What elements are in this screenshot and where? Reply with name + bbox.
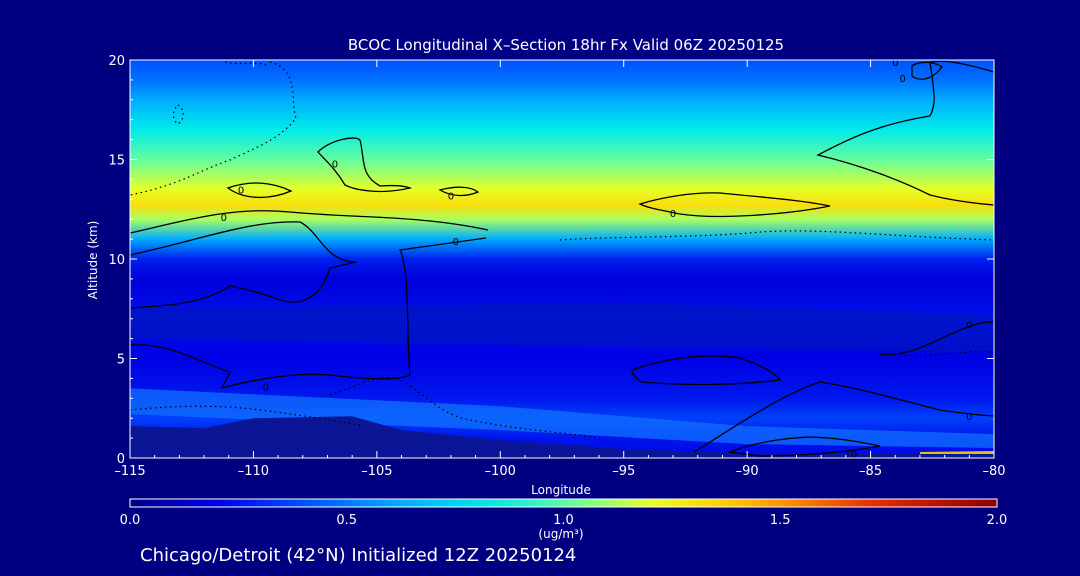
y-tick-label: 15 [108,154,125,169]
contour-label: 0 [448,191,454,202]
concentration-field [130,60,994,458]
x-axis: –115 –110 –105 –100 –95 –90 –85 –80 [114,60,1006,479]
contour-label: 0 [221,213,227,224]
colorbar-tick-label: 1.5 [770,513,791,528]
x-tick-label: –90 [736,464,759,479]
x-tick-label: –115 [114,464,145,479]
y-tick-label: 10 [108,253,125,268]
chart-title: BCOC Longitudinal X–Section 18hr Fx Vali… [348,36,784,54]
contour-label: 0 [238,185,244,196]
contour-label: 0 [263,382,269,393]
x-tick-label: –100 [485,464,516,479]
contour-label: 0 [966,412,972,423]
colorbar-tick-label: 2.0 [987,513,1008,528]
y-axis: 0 5 10 15 20 [108,54,994,467]
x-axis-label: Longitude [531,483,591,497]
y-tick-label: 0 [117,452,125,467]
contour-label: 0 [899,74,905,85]
concentration-shading [130,302,994,455]
terrain [130,416,994,458]
x-tick-label: –95 [612,464,635,479]
footer-caption: Chicago/Detroit (42°N) Initialized 12Z 2… [140,545,576,566]
contour-label: 0 [892,58,898,69]
x-tick-label: –110 [238,464,269,479]
contour-label: 0 [332,159,338,170]
colorbar-tick-label: 0.5 [336,513,357,528]
x-tick-label: –105 [361,464,392,479]
contour-lines [130,60,994,457]
x-tick-label: –80 [982,464,1005,479]
contour-label: 0 [453,237,459,248]
contour-label: 10 [844,450,857,461]
colorbar-tick-label: 0.0 [120,513,141,528]
colorbar-tick-label: 1.0 [553,513,574,528]
x-tick-label: –85 [859,464,882,479]
contour-label: 0 [966,321,972,332]
y-axis-label: Altitude (km) [86,221,100,300]
contour-label: 0 [670,209,676,220]
y-tick-label: 20 [108,54,125,69]
colorbar-ticks: 0.0 0.5 1.0 1.5 2.0 [120,513,1008,528]
y-tick-label: 5 [117,353,125,368]
colorbar [129,498,998,508]
colorbar-unit: (ug/m³) [538,527,583,541]
